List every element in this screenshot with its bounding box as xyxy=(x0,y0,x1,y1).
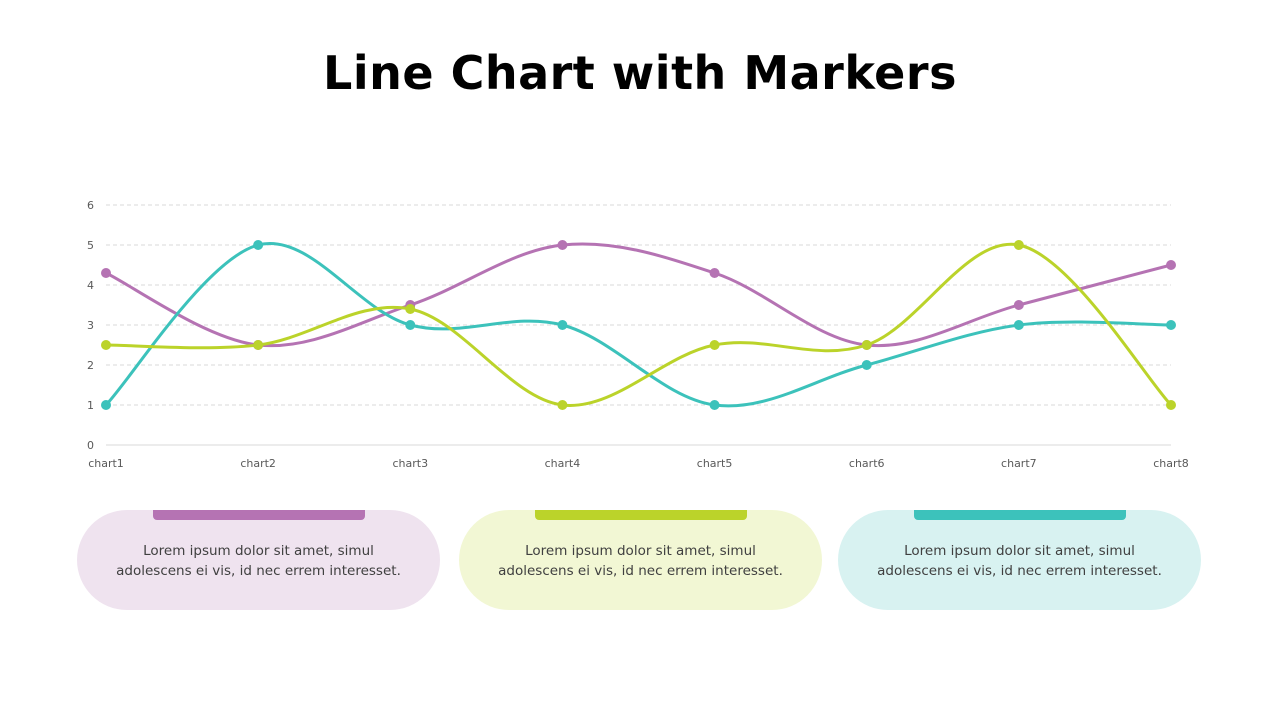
info-card-3: Lorem ipsum dolor sit amet, simul adolesc… xyxy=(838,510,1201,610)
x-tick-label: chart4 xyxy=(545,457,581,470)
x-tick-label: chart1 xyxy=(88,457,124,470)
info-card-1: Lorem ipsum dolor sit amet, simul adolesc… xyxy=(77,510,440,610)
y-tick-label: 2 xyxy=(87,359,94,372)
card-accent-bar xyxy=(914,510,1126,520)
series-3-marker xyxy=(861,340,872,350)
series-2-marker xyxy=(405,320,416,330)
x-tick-label: chart5 xyxy=(697,457,733,470)
page-title: Line Chart with Markers xyxy=(323,46,957,100)
series-line-1 xyxy=(105,242,1172,348)
series-1-marker xyxy=(1013,300,1024,310)
card-accent-bar xyxy=(153,510,365,520)
series-3-marker xyxy=(253,340,264,350)
y-tick-label: 6 xyxy=(87,199,94,212)
card-text-line: adolescens ei vis, id nec errem interess… xyxy=(877,562,1162,579)
x-tick-label: chart3 xyxy=(392,457,428,470)
series-2-marker xyxy=(101,400,111,410)
x-tick-label: chart7 xyxy=(1001,457,1037,470)
series-2-marker xyxy=(1166,320,1176,330)
x-tick-label: chart8 xyxy=(1153,457,1189,470)
series-3-marker xyxy=(557,400,568,410)
card-accent-bar xyxy=(535,510,747,520)
x-tick-label: chart6 xyxy=(849,457,885,470)
series-2-marker xyxy=(1013,320,1024,330)
y-tick-label: 0 xyxy=(87,439,94,452)
series-1-marker xyxy=(557,240,568,250)
series-3-marker xyxy=(101,340,111,350)
series-3-marker xyxy=(1166,400,1176,410)
series-3-marker xyxy=(709,340,720,350)
card-text-line: Lorem ipsum dolor sit amet, simul xyxy=(904,543,1135,559)
card-text-line: adolescens ei vis, id nec errem interess… xyxy=(116,562,401,579)
series-2-marker xyxy=(861,360,872,370)
series-2-marker xyxy=(557,320,568,330)
y-tick-label: 3 xyxy=(87,319,94,332)
series-1-marker xyxy=(101,268,111,278)
x-tick-label: chart2 xyxy=(240,457,276,470)
series-1-marker xyxy=(709,268,720,278)
card-text: Lorem ipsum dolor sit amet, simul adolesc… xyxy=(459,542,822,581)
series-3-marker xyxy=(1013,240,1024,250)
card-text: Lorem ipsum dolor sit amet, simul adolesc… xyxy=(838,542,1201,581)
series-3-marker xyxy=(405,304,416,314)
card-text-line: Lorem ipsum dolor sit amet, simul xyxy=(143,543,374,559)
y-tick-label: 4 xyxy=(87,279,94,292)
card-text-line: Lorem ipsum dolor sit amet, simul xyxy=(525,543,756,559)
card-text-line: adolescens ei vis, id nec errem interess… xyxy=(498,562,783,579)
card-text: Lorem ipsum dolor sit amet, simul adolesc… xyxy=(77,542,440,581)
y-tick-label: 5 xyxy=(87,239,94,252)
series-1-marker xyxy=(1166,260,1176,270)
line-chart: 0 1 2 3 4 5 6 chart1 chart2 chart3 chart4 chart5 cha… xyxy=(87,199,1189,470)
y-tick-label: 1 xyxy=(87,399,94,412)
info-card-2: Lorem ipsum dolor sit amet, simul adolesc… xyxy=(459,510,822,610)
series-2-marker xyxy=(253,240,264,250)
series-2-marker xyxy=(709,400,720,410)
